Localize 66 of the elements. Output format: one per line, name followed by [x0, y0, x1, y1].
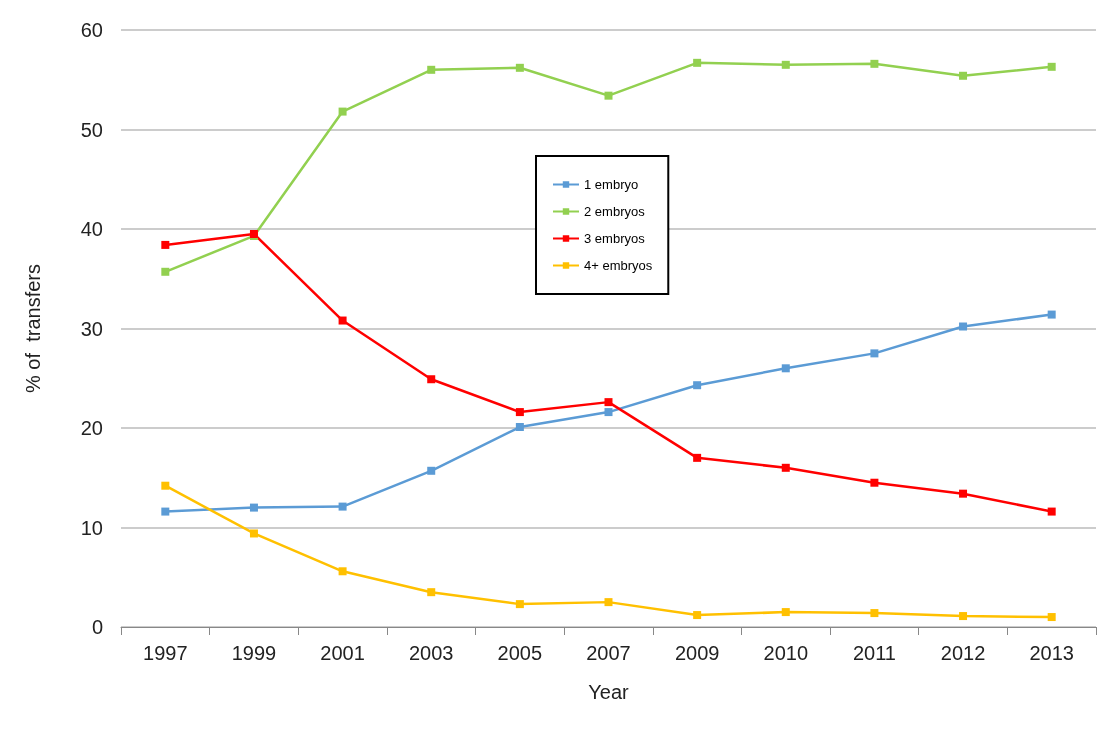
- point: [1047, 310, 1056, 319]
- point: [693, 381, 702, 390]
- x-axis-title: Year: [588, 681, 630, 703]
- point: [427, 375, 436, 384]
- point: [515, 408, 524, 417]
- x-tick-label: 2001: [320, 642, 365, 664]
- x-tick-label: 1999: [231, 642, 277, 664]
- point: [427, 466, 436, 475]
- point: [1047, 507, 1056, 516]
- x-tick-label: 2010: [763, 642, 809, 664]
- point: [781, 60, 790, 69]
- y-tick-label: 40: [80, 218, 103, 240]
- point: [604, 408, 613, 417]
- point: [161, 240, 170, 249]
- legend-label: 4+ embryos: [584, 258, 653, 273]
- point: [959, 612, 968, 621]
- x-tick-label: 2012: [940, 642, 986, 664]
- point: [1047, 613, 1056, 622]
- point: [515, 600, 524, 609]
- legend-label: 3 embryos: [584, 231, 646, 246]
- point: [781, 364, 790, 373]
- point: [515, 423, 524, 432]
- legend-label: 1 embryo: [584, 177, 639, 192]
- point: [693, 453, 702, 462]
- point: [338, 567, 347, 576]
- y-tick-label: 10: [80, 516, 103, 539]
- y-tick-label: 30: [80, 317, 103, 340]
- point: [249, 503, 258, 512]
- y-tick-label: 0: [91, 616, 103, 638]
- x-tick-label: 2009: [674, 642, 720, 664]
- point: [604, 598, 613, 607]
- point: [693, 58, 702, 67]
- point: [249, 529, 258, 538]
- point: [604, 398, 613, 407]
- legend-label: 2 embryos: [584, 204, 646, 219]
- point: [161, 481, 170, 490]
- x-tick-label: 2007: [586, 642, 631, 664]
- point: [427, 588, 436, 597]
- x-tick-label: 2011: [852, 642, 896, 664]
- point: [338, 502, 347, 511]
- x-tick-label: 2013: [1029, 642, 1074, 664]
- x-tick-label: 1997: [143, 642, 188, 664]
- point: [427, 65, 436, 74]
- point: [959, 322, 968, 331]
- point: [781, 463, 790, 472]
- point: [161, 507, 170, 516]
- point: [870, 609, 879, 618]
- point: [1047, 62, 1056, 71]
- point: [870, 59, 879, 68]
- point: [338, 107, 347, 116]
- point: [870, 349, 879, 358]
- y-tick-label: 60: [80, 19, 103, 41]
- point: [781, 608, 790, 617]
- point: [338, 316, 347, 325]
- point: [604, 91, 613, 100]
- point: [161, 267, 170, 276]
- point: [870, 478, 879, 487]
- x-tick-label: 2003: [408, 642, 454, 664]
- y-tick-label: 50: [80, 118, 103, 141]
- y-tick-label: 20: [80, 417, 103, 439]
- point: [959, 71, 968, 80]
- point: [959, 489, 968, 498]
- x-tick-label: 2005: [497, 642, 543, 664]
- point: [693, 611, 702, 620]
- y-axis-title: % of transfers: [22, 264, 44, 393]
- point: [515, 63, 524, 72]
